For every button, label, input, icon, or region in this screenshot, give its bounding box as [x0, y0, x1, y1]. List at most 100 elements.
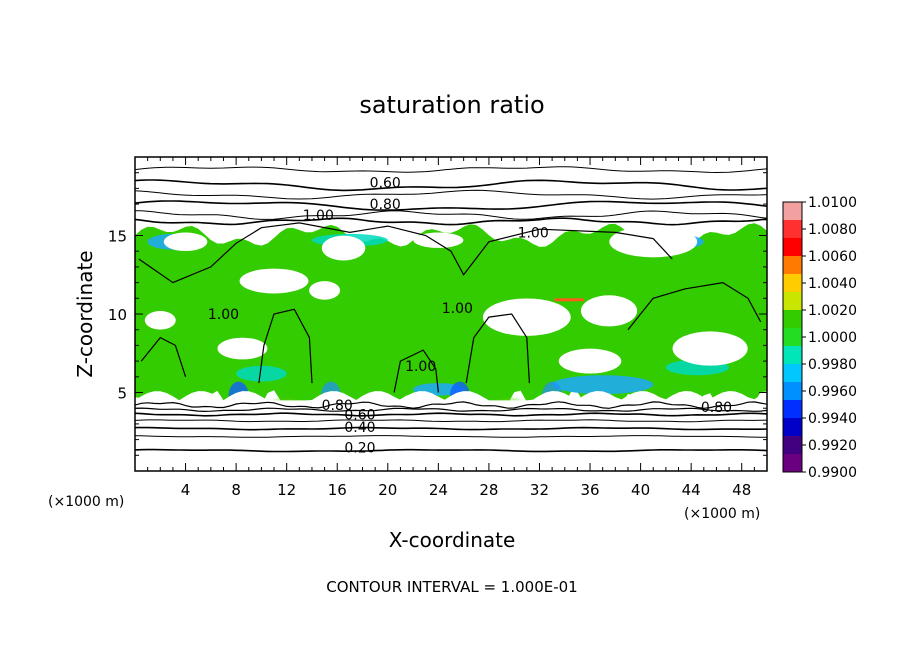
- x-tick-label: 48: [732, 481, 751, 499]
- colorbar-tick-label: 1.0020: [808, 303, 857, 319]
- colorbar-swatch: [783, 202, 802, 221]
- contour-line: [258, 308, 313, 384]
- contour-line: [135, 200, 767, 211]
- clear-air-patch: [558, 348, 622, 374]
- colorbar-swatch: [783, 328, 802, 347]
- x-tick-label: 8: [231, 481, 241, 499]
- colorbar-swatch: [783, 382, 802, 401]
- contour-line: [138, 222, 673, 284]
- y-axis: 5 10 15: [108, 172, 767, 456]
- x-tick-label: 4: [181, 481, 191, 499]
- colorbar-swatch: [783, 454, 802, 473]
- x-tick-label: 16: [328, 481, 347, 499]
- contour-line: [135, 189, 767, 200]
- colorbar-tick-label: 0.9980: [808, 357, 857, 373]
- colorbar-tick-label: 1.0000: [808, 330, 857, 346]
- contour-line: [135, 419, 767, 423]
- y-tick-label: 15: [108, 228, 127, 246]
- saturation-field: [135, 223, 767, 471]
- x-unit-label-right: (×1000 m): [684, 506, 760, 522]
- colorbar-tick-label: 1.0040: [808, 276, 857, 292]
- clear-air-patch: [609, 226, 698, 258]
- colorbar-tick-label: 0.9900: [808, 465, 857, 481]
- contour-lines: [135, 166, 767, 453]
- colorbar-tick-label: 0.9940: [808, 411, 857, 427]
- y-axis-label: Z-coordinate: [73, 250, 97, 377]
- contour-line: [135, 217, 767, 226]
- clear-air-patch: [580, 295, 638, 327]
- colorbar-swatch: [783, 292, 802, 311]
- colorbar-swatch: [783, 418, 802, 437]
- contour-line: [135, 401, 767, 409]
- colorbar-swatch: [783, 346, 802, 365]
- contour-line: [140, 336, 187, 377]
- contour-label: 0.80: [322, 398, 353, 414]
- clear-air-patch: [482, 298, 571, 336]
- plot-area: [135, 157, 767, 471]
- clear-air-patch: [321, 235, 366, 261]
- contour-line: [135, 448, 767, 453]
- contour-label: 0.20: [344, 441, 375, 457]
- x-tick-label: 44: [682, 481, 701, 499]
- contour-line: [135, 426, 767, 431]
- contour-line: [135, 166, 767, 174]
- contour-label: 1.00: [442, 301, 473, 317]
- clear-air-patch: [413, 232, 464, 248]
- contour-labels: 0.600.801.001.001.00 1.001.000.80 0.800.60…: [208, 175, 732, 457]
- colorbar: 1.0100 1.0080 1.0060 1.0040 1.0020 1.0000 0.99…: [782, 195, 857, 481]
- clear-air-patch: [672, 331, 748, 366]
- contour-label: 1.00: [518, 226, 549, 242]
- clear-air-patch: [217, 337, 268, 360]
- contour-line: [627, 281, 762, 331]
- x-unit-label-left: (×1000 m): [48, 494, 124, 510]
- colorbar-swatch: [783, 274, 802, 293]
- colorbar-tick-label: 0.9960: [808, 384, 857, 400]
- x-tick-label: 24: [429, 481, 448, 499]
- contour-interval-note: CONTOUR INTERVAL = 1.000E-01: [326, 578, 577, 596]
- x-tick-label: 36: [580, 481, 599, 499]
- x-tick-label: 28: [479, 481, 498, 499]
- contour-label: 1.00: [405, 359, 436, 375]
- contour-line: [465, 313, 530, 384]
- colorbar-tick-label: 1.0100: [808, 195, 857, 211]
- contour-label: 0.40: [344, 420, 375, 436]
- x-tick-label: 40: [631, 481, 650, 499]
- contour-label: 0.60: [344, 408, 375, 424]
- x-axis-label: X-coordinate: [389, 528, 516, 552]
- fringe-patch: [552, 375, 654, 395]
- y-tick-label: 10: [108, 306, 127, 324]
- contour-label: 1.00: [208, 307, 239, 323]
- x-tick-label: 32: [530, 481, 549, 499]
- contour-line: [135, 407, 767, 413]
- contour-label: 0.60: [370, 175, 401, 191]
- contour-line: [135, 210, 767, 220]
- x-tick-label: 20: [378, 481, 397, 499]
- colorbar-swatch: [783, 436, 802, 455]
- colorbar-swatch: [783, 310, 802, 329]
- clear-air-patch: [144, 311, 176, 330]
- supersat-streak: [554, 298, 584, 302]
- colorbar-swatch: [783, 238, 802, 257]
- x-axis: 4 8 12 16 20 24 28 32 36 40 44 48: [147, 157, 755, 499]
- clear-air-patch: [163, 232, 208, 252]
- clear-air-patch: [309, 281, 341, 300]
- y-tick-label: 5: [117, 385, 127, 403]
- contour-line: [135, 179, 767, 192]
- colorbar-tick-label: 0.9920: [808, 438, 857, 454]
- contour-line: [393, 349, 439, 393]
- x-tick-label: 12: [277, 481, 296, 499]
- contour-line: [135, 435, 767, 438]
- clear-air-patch: [239, 268, 309, 294]
- colorbar-swatch: [783, 256, 802, 275]
- colorbar-swatch: [783, 364, 802, 383]
- colorbar-swatch: [783, 400, 802, 419]
- contour-line: [135, 412, 767, 417]
- chart-title: saturation ratio: [359, 91, 544, 119]
- contour-label: 0.80: [701, 400, 732, 416]
- contour-label: 0.80: [370, 197, 401, 213]
- colorbar-tick-label: 1.0060: [808, 249, 857, 265]
- colorbar-swatch: [783, 220, 802, 239]
- colorbar-tick-label: 1.0080: [808, 222, 857, 238]
- contour-label: 1.00: [303, 208, 334, 224]
